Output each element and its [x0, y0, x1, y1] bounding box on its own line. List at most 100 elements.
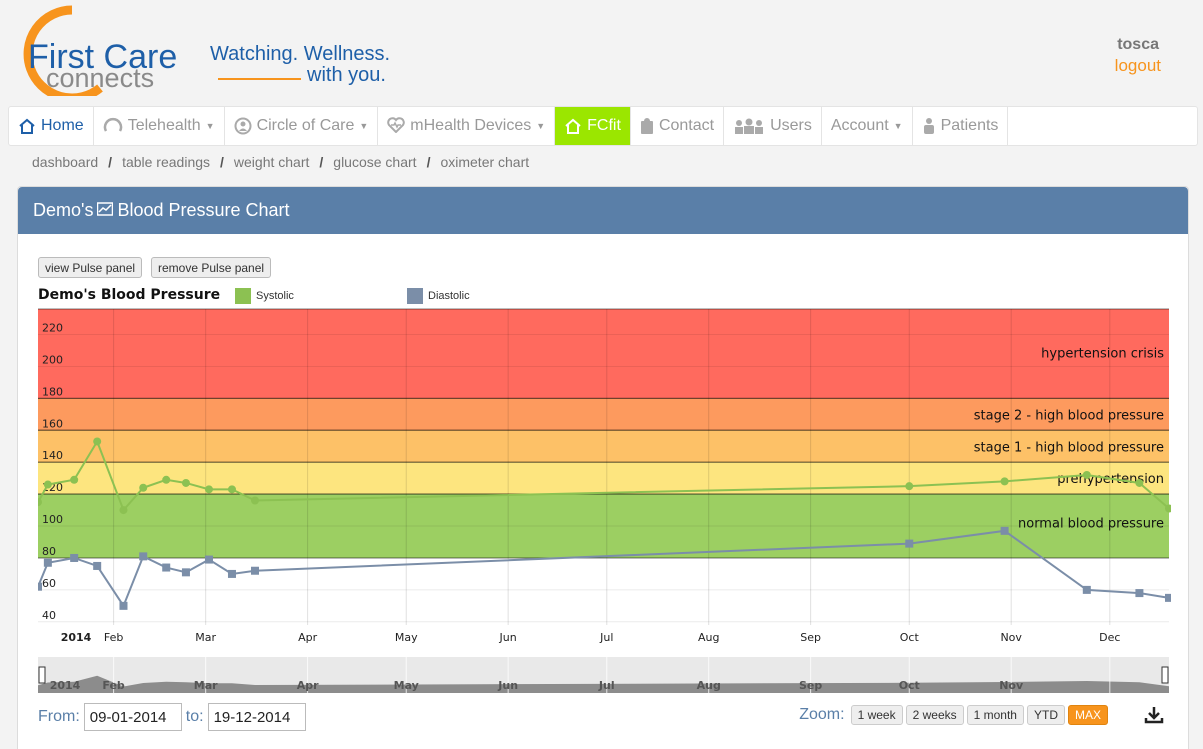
zoom-ytd-button[interactable]: YTD [1026, 705, 1065, 725]
home-fit-icon [564, 117, 582, 135]
navigator-right-handle[interactable] [1161, 666, 1169, 684]
series-line-systolic [38, 439, 1170, 512]
systolic-point [43, 480, 52, 489]
x-tick-label: Nov [1000, 631, 1022, 644]
logo-word2: connects [46, 63, 154, 93]
legend-diastolic-swatch [407, 288, 423, 304]
series-line-diastolic [38, 529, 1170, 608]
caret-down-icon: ▼ [359, 121, 369, 131]
breadcrumb-link[interactable]: oximeter chart [440, 154, 530, 170]
breadcrumb-link[interactable]: dashboard [32, 154, 99, 170]
home-icon [18, 117, 36, 135]
nav-label: Users [770, 117, 812, 134]
diastolic-point [250, 566, 259, 575]
username: tosca [1117, 36, 1159, 53]
band-4 [38, 494, 1169, 558]
breadcrumb-separator: / [108, 154, 113, 170]
x-tick-label: May [395, 631, 418, 644]
x-tick-label: Jun [499, 631, 517, 644]
legend-diastolic[interactable]: Diastolic [407, 288, 470, 304]
diastolic-point [119, 601, 128, 610]
x-tick-label: Oct [900, 631, 920, 644]
y-tick-label: 200 [42, 353, 63, 366]
diastolic-point [1082, 585, 1091, 594]
y-tick-label: 100 [42, 513, 63, 526]
band-label: normal blood pressure [1018, 517, 1164, 532]
first-care-logo[interactable]: First Care connects [14, 4, 194, 103]
panel-header: Demo's Blood Pressure Chart [18, 187, 1188, 234]
navigator-label: Feb [102, 679, 125, 692]
to-date-input[interactable] [207, 703, 306, 731]
view-pulse-panel-button[interactable]: view Pulse panel [38, 257, 143, 278]
blood-pressure-chart[interactable]: hypertension crisis stage 2 - high blood … [38, 307, 1171, 699]
date-range: From: to: [38, 703, 310, 731]
logout-link[interactable]: logout [1114, 56, 1161, 75]
x-tick-label: Jul [599, 631, 613, 644]
systolic-point [70, 475, 79, 484]
remove-pulse-panel-button[interactable]: remove Pulse panel [151, 257, 272, 278]
breadcrumb-link[interactable]: weight chart [233, 154, 310, 170]
caret-down-icon: ▼ [893, 121, 903, 131]
nav-item-mhealth-devices[interactable]: mHealth Devices ▼ [378, 107, 556, 145]
nav-label: Circle of Care [256, 117, 355, 134]
nav-item-contact[interactable]: Contact [631, 107, 725, 145]
band-0 [38, 309, 1169, 399]
nav-item-users[interactable]: Users [724, 107, 822, 145]
download-icon[interactable] [1144, 705, 1164, 725]
navigator-label: Sep [799, 679, 822, 692]
zoom-1-week-button[interactable]: 1 week [850, 705, 903, 725]
breadcrumb-separator: / [426, 154, 431, 170]
y-tick-label: 60 [42, 577, 56, 590]
breadcrumb-link[interactable]: table readings [122, 154, 211, 170]
navigator-label: 2014 [50, 679, 81, 692]
navigator-label: Mar [194, 679, 218, 692]
main-nav: Home Telehealth ▼ Circle of Care ▼ mHealth De… [8, 106, 1198, 146]
band-label: stage 2 - high blood pressure [974, 408, 1164, 423]
systolic-point [1082, 470, 1091, 479]
y-tick-label: 140 [42, 449, 63, 462]
diastolic-point [162, 563, 171, 572]
chart-title: Demo's Blood Pressure [38, 287, 221, 303]
nav-item-fcfit[interactable]: FCfit [555, 107, 631, 145]
panel-title-prefix: Demo's [33, 200, 94, 220]
caret-down-icon: ▼ [205, 121, 215, 131]
legend-systolic-label: Systolic [256, 290, 294, 302]
diastolic-point [70, 553, 79, 562]
from-date-input[interactable] [83, 703, 182, 731]
tagline: Watching. Wellness. with you. [210, 44, 390, 86]
y-tick-label: 180 [42, 385, 63, 398]
navigator-label: Apr [297, 679, 319, 692]
navigator-left-handle[interactable] [38, 666, 46, 684]
diastolic-point [93, 561, 102, 570]
nav-item-account[interactable]: Account ▼ [822, 107, 913, 145]
x-tick-label: Mar [195, 631, 216, 644]
nav-label: FCfit [587, 117, 621, 134]
logo-word1: First Care [28, 38, 177, 76]
patient-icon [922, 117, 936, 135]
band-1 [38, 398, 1169, 431]
x-tick-label: Dec [1099, 631, 1120, 644]
nav-item-telehealth[interactable]: Telehealth ▼ [94, 107, 225, 145]
blood-pressure-panel: Demo's Blood Pressure Chart view Pulse p… [17, 186, 1189, 749]
zoom-1-month-button[interactable]: 1 month [966, 705, 1024, 725]
systolic-point [250, 496, 259, 505]
zoom-max-button[interactable]: MAX [1067, 705, 1108, 725]
legend-diastolic-label: Diastolic [428, 290, 470, 302]
diastolic-point [905, 539, 914, 548]
diastolic-point [227, 569, 236, 578]
legend-systolic[interactable]: Systolic [235, 288, 294, 304]
breadcrumb-link[interactable]: glucose chart [333, 154, 417, 170]
heart-pulse-icon [387, 117, 406, 135]
systolic-point [139, 483, 148, 492]
band-label: stage 1 - high blood pressure [974, 440, 1164, 455]
band-2 [38, 430, 1169, 463]
zoom-2-weeks-button[interactable]: 2 weeks [905, 705, 964, 725]
diastolic-point [181, 568, 190, 577]
diastolic-point [1000, 526, 1009, 535]
navigator-label: Jul [598, 679, 615, 692]
nav-item-patients[interactable]: Patients [913, 107, 1009, 145]
zoom-label: Zoom: [799, 706, 845, 723]
nav-item-home[interactable]: Home [9, 107, 94, 145]
nav-item-circle-of-care[interactable]: Circle of Care ▼ [225, 107, 379, 145]
diastolic-point [139, 552, 148, 561]
